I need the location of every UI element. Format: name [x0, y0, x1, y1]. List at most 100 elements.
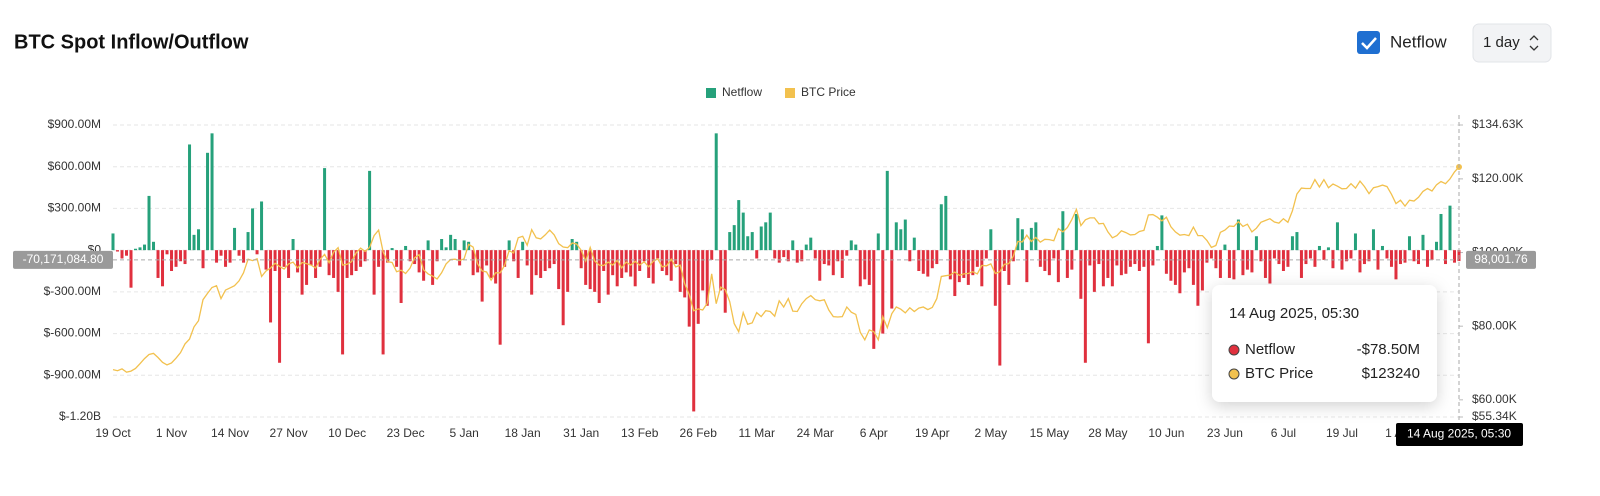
netflow-bar: [1155, 245, 1159, 251]
netflow-bar: [390, 248, 394, 251]
netflow-bar: [1430, 250, 1434, 260]
netflow-bar: [665, 250, 669, 276]
netflow-bar: [417, 250, 421, 273]
netflow-bar: [1403, 250, 1407, 263]
netflow-bar: [183, 250, 187, 265]
netflow-bar: [188, 144, 192, 251]
netflow-bar: [1007, 250, 1011, 285]
netflow-bar: [116, 250, 120, 252]
netflow-bar: [1353, 233, 1357, 251]
y2-tick-label: $60.00K: [1472, 392, 1517, 406]
netflow-bar: [341, 250, 345, 355]
netflow-bar: [444, 247, 448, 251]
netflow-bar: [854, 244, 858, 251]
netflow-bar: [980, 250, 984, 287]
x-tick-label: 14 Nov: [211, 426, 249, 440]
interval-select[interactable]: 1 day: [1472, 23, 1552, 63]
x-tick-label: 15 May: [1030, 426, 1069, 440]
netflow-bar: [728, 232, 732, 251]
netflow-bar: [557, 250, 561, 290]
netflow-bar: [1146, 250, 1150, 344]
netflow-bar: [1218, 250, 1222, 278]
select-label[interactable]: 1 day: [1483, 34, 1520, 51]
netflow-bar: [1079, 250, 1083, 299]
tooltip-name: BTC Price: [1245, 365, 1313, 382]
x-tick-label: 19 Apr: [915, 426, 950, 440]
netflow-bar: [1025, 250, 1029, 283]
netflow-bar: [336, 250, 340, 292]
netflow-bar: [1110, 250, 1114, 287]
netflow-bar: [273, 250, 277, 271]
netflow-bar: [489, 250, 493, 278]
netflow-bar: [1223, 244, 1227, 251]
netflow-bar: [944, 195, 948, 251]
netflow-bar: [732, 225, 736, 251]
netflow-bar: [521, 241, 525, 251]
x-tick-label: 23 Jun: [1207, 426, 1243, 440]
netflow-bar: [588, 250, 592, 290]
netflow-bar: [381, 250, 385, 355]
netflow-bar: [534, 250, 538, 276]
netflow-bar: [134, 248, 138, 251]
netflow-bar: [827, 250, 831, 266]
netflow-bar: [899, 229, 903, 251]
netflow-bar: [1052, 250, 1056, 259]
netflow-toggle[interactable]: Netflow: [1357, 31, 1447, 54]
netflow-bar: [849, 240, 853, 251]
netflow-bar: [363, 250, 367, 262]
select-box[interactable]: [1472, 23, 1552, 63]
netflow-bar: [161, 250, 165, 287]
netflow-bar: [1394, 250, 1398, 280]
checkbox[interactable]: [1357, 31, 1380, 54]
netflow-bar: [1209, 250, 1213, 259]
netflow-bar: [1200, 250, 1204, 291]
netflow-bar: [831, 250, 835, 276]
netflow-bar: [822, 250, 826, 265]
netflow-bar: [480, 250, 484, 302]
netflow-bar: [953, 250, 957, 297]
netflow-bar: [476, 250, 480, 273]
netflow-bar: [1290, 236, 1294, 251]
netflow-bar: [863, 250, 867, 280]
netflow-bar: [1448, 205, 1452, 251]
netflow-bar: [1304, 250, 1308, 265]
check-icon: [1361, 37, 1377, 50]
netflow-bar: [1115, 250, 1119, 266]
netflow-bar: [656, 250, 660, 259]
netflow-bar: [1070, 250, 1074, 270]
legend-swatch: [706, 88, 716, 98]
netflow-bar: [1277, 250, 1281, 265]
y-tick-label: $-600.00M: [44, 326, 101, 340]
netflow-bar: [233, 227, 237, 251]
netflow-bar: [935, 250, 939, 265]
checkbox-label[interactable]: Netflow: [1390, 32, 1447, 51]
netflow-bar: [633, 250, 637, 287]
netflow-bar: [1259, 250, 1263, 262]
netflow-bar: [156, 250, 160, 278]
x-tick-label: 26 Feb: [680, 426, 718, 440]
x-tick-label: 28 May: [1088, 426, 1127, 440]
netflow-bar: [890, 250, 894, 309]
netflow-bar: [300, 250, 304, 295]
y2-tick-label: $55.34K: [1472, 409, 1517, 423]
netflow-bar: [809, 237, 813, 251]
netflow-bar: [291, 239, 295, 251]
netflow-bar: [1065, 250, 1069, 278]
netflow-bar: [593, 250, 597, 292]
netflow-bar: [1322, 250, 1326, 260]
netflow-bar: [1137, 250, 1141, 271]
netflow-bar: [377, 250, 381, 267]
netflow-bar: [1295, 232, 1299, 251]
netflow-bar: [1299, 250, 1303, 278]
netflow-bar: [692, 250, 696, 412]
netflow-bar: [647, 250, 651, 278]
netflow-bar: [1416, 250, 1420, 265]
netflow-bar: [1331, 250, 1335, 269]
netflow-bar: [750, 232, 754, 251]
y-tick-label: $-300.00M: [44, 284, 101, 298]
netflow-bar: [1056, 250, 1060, 283]
netflow-bar: [494, 250, 498, 284]
netflow-bar: [1227, 250, 1231, 278]
netflow-bar: [804, 244, 808, 251]
